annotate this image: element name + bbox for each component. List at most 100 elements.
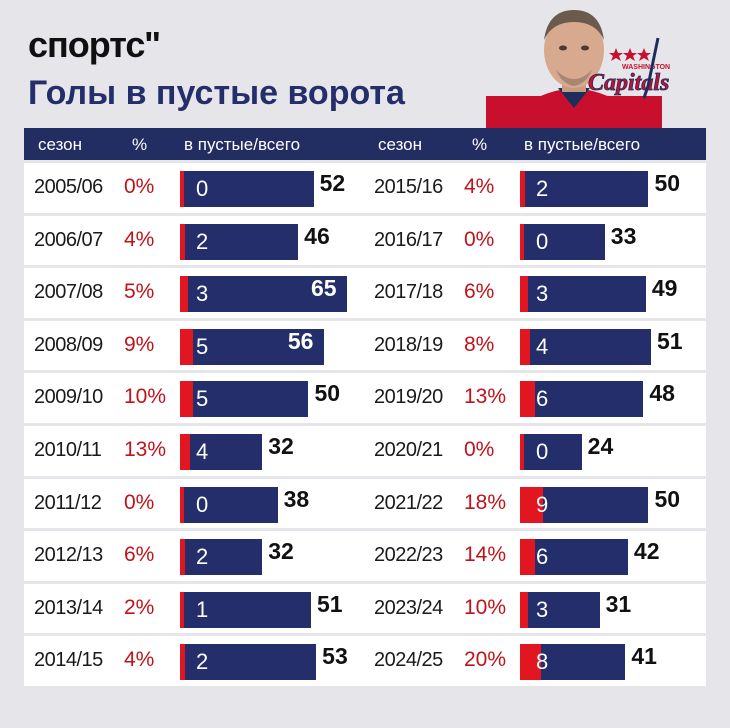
season-label: 2012/13 — [34, 544, 103, 567]
total-goals-bar: 4 — [520, 328, 652, 365]
brand-logo: спортс'' — [28, 24, 161, 65]
empty-net-bar — [520, 644, 541, 681]
total-value: 50 — [314, 380, 341, 407]
total-value: 46 — [304, 222, 330, 249]
empty-net-bar — [180, 328, 193, 365]
empty-net-value: 0 — [196, 176, 209, 201]
empty-net-bar — [180, 486, 184, 523]
total-goals-bar: 3 — [180, 276, 347, 313]
empty-net-bar — [520, 328, 531, 365]
total-value: 51 — [317, 590, 343, 617]
total-value: 33 — [610, 222, 637, 249]
empty-net-bar — [520, 381, 536, 418]
table-row: 2016/17 0% 0 33 — [364, 215, 706, 266]
pct-label: 0% — [464, 227, 495, 251]
capitals-logo: WASHINGTON Capitals — [588, 37, 670, 99]
table-row: 2019/20 13% 6 48 — [364, 373, 706, 423]
empty-net-value: 3 — [536, 596, 549, 622]
pct-label: 0% — [124, 175, 155, 198]
total-value: 50 — [654, 485, 681, 512]
empty-net-value: 2 — [196, 228, 209, 254]
pct-label: 4% — [124, 227, 155, 251]
pct-label: 13% — [124, 437, 167, 461]
season-label: 2008/09 — [34, 333, 103, 356]
total-goals-bar: 2 — [180, 644, 317, 681]
total-goals-bar: 0 — [520, 223, 605, 260]
total-goals-bar: 9 — [520, 486, 649, 523]
header-bar: в пустые/всего — [184, 135, 301, 154]
pct-label: 20% — [464, 648, 507, 672]
table-row: 2024/25 20% 8 41 — [364, 636, 706, 686]
table-row: 2013/14 2% 1 51 — [24, 583, 366, 634]
table-row: 2008/09 9% 5 56 — [24, 320, 366, 371]
empty-net-bar — [520, 223, 524, 260]
team-city: WASHINGTON — [622, 64, 670, 71]
season-label: 2022/23 — [374, 544, 443, 567]
rows-right: 2015/16 4% 2 50 2016/17 0% 0 33 2017/18 6% 3 49 2018… — [364, 163, 706, 686]
empty-net-value: 3 — [196, 281, 209, 307]
empty-net-value: 0 — [536, 228, 549, 254]
total-value: 38 — [283, 485, 310, 512]
player-photo — [486, 10, 662, 128]
total-goals-bar: 8 — [520, 644, 626, 681]
total-goals-bar: 2 — [520, 171, 649, 207]
total-value: 24 — [587, 432, 614, 459]
header-pct: % — [472, 135, 488, 154]
season-label: 2024/25 — [374, 649, 443, 672]
pct-label: 10% — [124, 385, 167, 409]
total-value: 32 — [268, 432, 294, 459]
total-value: 51 — [657, 327, 683, 354]
season-label: 2009/10 — [34, 386, 103, 409]
empty-net-bar — [180, 591, 184, 628]
pct-label: 4% — [124, 648, 155, 672]
season-label: 2015/16 — [374, 176, 443, 198]
empty-net-bar — [520, 171, 526, 207]
table-row: 2020/21 0% 0 24 — [364, 425, 706, 476]
season-label: 2019/20 — [374, 386, 443, 409]
total-value: 31 — [605, 590, 632, 617]
season-label: 2021/22 — [374, 491, 443, 514]
total-value: 32 — [268, 538, 294, 565]
empty-net-value: 5 — [196, 333, 209, 359]
season-label: 2010/11 — [34, 438, 102, 461]
total-value: 56 — [287, 327, 314, 354]
total-value: 53 — [322, 643, 348, 670]
pct-label: 0% — [464, 437, 495, 461]
total-value: 41 — [631, 643, 657, 670]
season-label: 2011/12 — [34, 491, 102, 514]
header-bar: в пустые/всего — [524, 135, 641, 154]
pct-label: 8% — [464, 332, 495, 356]
empty-net-value: 4 — [196, 438, 209, 464]
empty-net-value: 4 — [536, 333, 549, 359]
season-label: 2020/21 — [374, 438, 443, 461]
rows-left: 2005/06 0% 0 52 2006/07 4% 2 46 2007/08 5% 3 65 2008… — [24, 163, 366, 686]
total-value: 52 — [319, 170, 346, 196]
header-pct: % — [132, 135, 148, 154]
page-title: Голы в пустые ворота — [28, 74, 405, 112]
table-row: 2005/06 0% 0 52 — [24, 163, 366, 213]
empty-net-bar — [180, 539, 186, 576]
total-goals-bar: 6 — [520, 539, 628, 576]
season-label: 2005/06 — [34, 176, 103, 198]
table-row: 2017/18 6% 3 49 — [364, 268, 706, 318]
header-season: сезон — [38, 135, 83, 154]
table-row: 2012/13 6% 2 32 — [24, 531, 366, 581]
table-row: 2014/15 4% 2 53 — [24, 636, 366, 686]
season-label: 2006/07 — [34, 228, 103, 251]
table-row: 2021/22 18% 9 50 — [364, 478, 706, 529]
season-label: 2018/19 — [374, 333, 443, 356]
total-goals-bar: 3 — [520, 591, 600, 628]
table-header: сезон % в пустые/всего — [364, 128, 706, 160]
empty-net-bar — [520, 433, 524, 470]
total-value: 49 — [651, 275, 678, 302]
pct-label: 6% — [464, 280, 495, 304]
empty-net-bar — [180, 381, 193, 418]
empty-net-value: 9 — [536, 491, 549, 517]
table-row: 2018/19 8% 4 51 — [364, 320, 706, 371]
total-goals-bar: 5 — [180, 328, 324, 365]
total-value: 50 — [654, 170, 681, 196]
season-label: 2013/14 — [34, 596, 103, 619]
pct-label: 2% — [124, 595, 155, 619]
season-label: 2014/15 — [34, 649, 103, 672]
table-row: 2007/08 5% 3 65 — [24, 268, 366, 318]
